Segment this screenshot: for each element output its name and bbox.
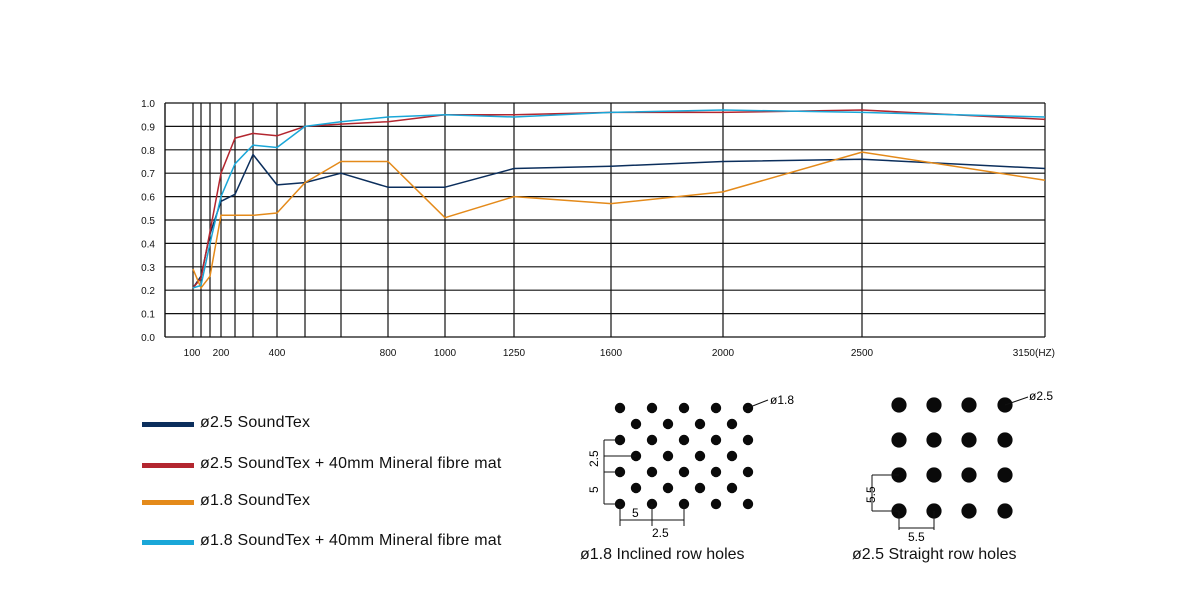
x-tick-label: 400 <box>269 348 286 359</box>
series-line-2 <box>192 109 1046 289</box>
inclined-dim-horizontal-small: 2.5 <box>652 526 669 540</box>
hole-dot <box>926 397 942 413</box>
legend-label: ø1.8 SoundTex + 40mm Mineral fibre mat <box>200 532 502 549</box>
hole-dot <box>997 467 1013 483</box>
legend-label: ø2.5 SoundTex + 40mm Mineral fibre mat <box>200 455 502 472</box>
hole-dot <box>614 402 626 414</box>
y-tick-label: 0.1 <box>141 310 155 321</box>
hole-dot <box>710 434 722 446</box>
hole-dot <box>710 402 722 414</box>
hole-dot <box>678 466 690 478</box>
hole-dot <box>694 418 706 430</box>
y-tick-label: 0.2 <box>141 286 155 297</box>
hole-dot <box>678 434 690 446</box>
inclined-hole-pattern <box>614 402 754 510</box>
hole-dot <box>662 450 674 462</box>
absorption-chart: 0.0 0.1 0.2 0.3 0.4 0.5 0.6 0.7 0.8 0.9 1.0 100 200 4… <box>141 99 1055 359</box>
series-line-4 <box>192 109 1046 289</box>
hole-dot <box>726 482 738 494</box>
legend-swatch <box>142 463 194 468</box>
x-tick-label: 1250 <box>503 348 526 359</box>
y-tick-label: 0.3 <box>141 263 155 274</box>
straight-hole-pattern <box>891 397 1013 519</box>
hole-dot <box>630 418 642 430</box>
hole-dot <box>997 432 1013 448</box>
legend-label: ø2.5 SoundTex <box>200 414 311 431</box>
hole-dot <box>726 450 738 462</box>
hole-dot <box>742 434 754 446</box>
legend-swatch <box>142 540 194 545</box>
hole-dot <box>926 432 942 448</box>
hole-dot <box>694 450 706 462</box>
hole-dot <box>646 402 658 414</box>
x-tick-label: 100 <box>184 348 201 359</box>
hole-dot <box>662 482 674 494</box>
y-tick-label: 1.0 <box>141 99 155 110</box>
hole-dot <box>926 467 942 483</box>
hole-dot <box>726 418 738 430</box>
legend-swatch <box>142 500 194 505</box>
straight-dimension-lines <box>871 396 1029 530</box>
inclined-dim-vertical-large: 5 <box>587 486 601 493</box>
hole-dot <box>646 434 658 446</box>
hole-dot <box>710 466 722 478</box>
hole-dot <box>742 498 754 510</box>
straight-holes-caption: ø2.5 Straight row holes <box>852 546 1017 563</box>
hole-dot <box>742 466 754 478</box>
inclined-dim-vertical-small: 2.5 <box>587 450 601 467</box>
x-tick-label: 200 <box>213 348 230 359</box>
x-tick-label: 3150(HZ) <box>1013 348 1055 359</box>
series-line-3 <box>192 151 1046 289</box>
hole-dot <box>891 397 907 413</box>
hole-dot <box>630 482 642 494</box>
y-tick-label: 0.4 <box>141 239 155 250</box>
hole-dot <box>961 467 977 483</box>
x-tick-label: 1600 <box>600 348 623 359</box>
straight-diameter-label: ø2.5 <box>1029 389 1053 403</box>
y-tick-label: 0.7 <box>141 169 155 180</box>
inclined-holes-caption: ø1.8 Inclined row holes <box>580 546 745 563</box>
inclined-dimension-lines <box>603 399 769 526</box>
y-tick-label: 0.0 <box>141 333 155 344</box>
straight-dim-horizontal: 5.5 <box>908 530 925 544</box>
inclined-dim-horizontal-large: 5 <box>632 506 639 520</box>
hole-dot <box>710 498 722 510</box>
legend-label: ø1.8 SoundTex <box>200 492 311 509</box>
y-tick-label: 0.6 <box>141 193 155 204</box>
hole-dot <box>997 503 1013 519</box>
inclined-diameter-label: ø1.8 <box>770 393 794 407</box>
x-tick-label: 2500 <box>851 348 874 359</box>
hole-dot <box>694 482 706 494</box>
x-tick-label: 2000 <box>712 348 735 359</box>
hole-dot <box>646 466 658 478</box>
straight-dim-vertical: 5.5 <box>864 486 878 503</box>
y-tick-label: 0.5 <box>141 216 155 227</box>
y-tick-label: 0.9 <box>141 122 155 133</box>
x-tick-label: 800 <box>380 348 397 359</box>
x-tick-label: 1000 <box>434 348 457 359</box>
legend-swatch <box>142 422 194 427</box>
y-tick-label: 0.8 <box>141 146 155 157</box>
hole-dot <box>961 397 977 413</box>
hole-dot <box>961 432 977 448</box>
hole-dot <box>961 503 977 519</box>
hole-dot <box>891 432 907 448</box>
hole-dot <box>662 418 674 430</box>
hole-dot <box>678 402 690 414</box>
